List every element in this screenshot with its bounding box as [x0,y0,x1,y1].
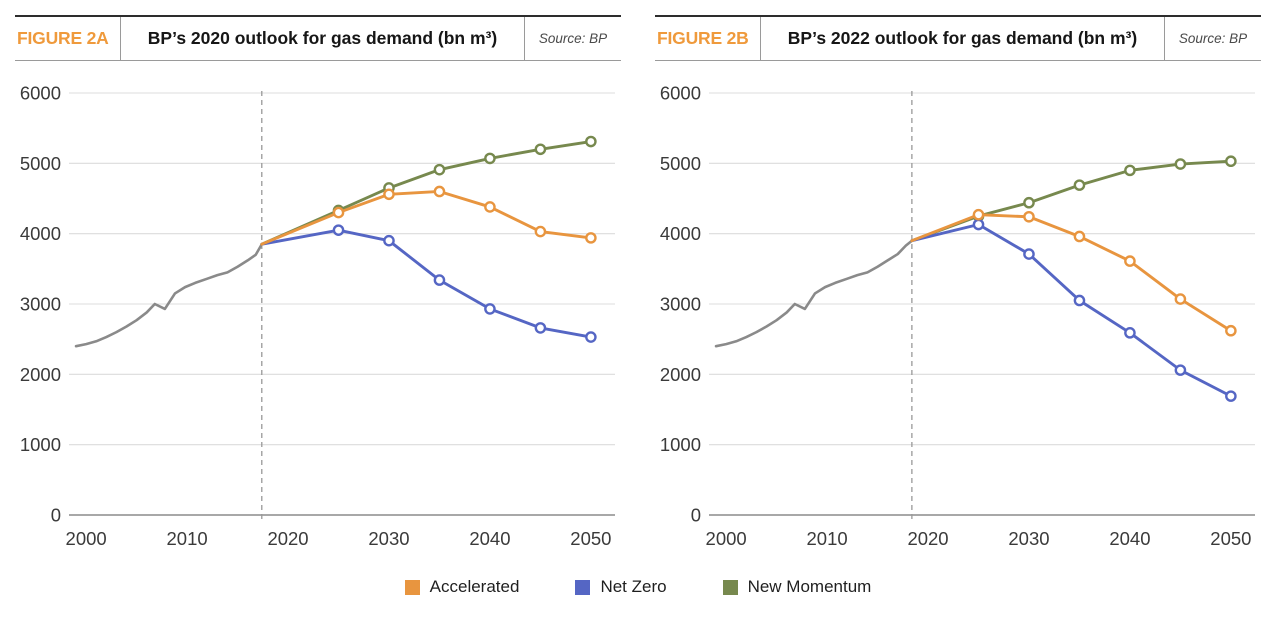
legend-label-net-zero: Net Zero [600,577,667,596]
svg-text:2050: 2050 [570,528,611,549]
svg-text:6000: 6000 [660,83,701,104]
svg-text:2010: 2010 [167,528,208,549]
svg-text:2000: 2000 [66,528,107,549]
svg-text:2010: 2010 [807,528,848,549]
figure-2a-source: Source: BP [538,31,608,46]
chart-legend: Accelerated Net Zero New Momentum [0,577,1276,597]
legend-item-new-momentum: New Momentum [722,577,872,597]
svg-text:0: 0 [51,505,61,526]
gas-demand-chart-2020-outlook: 0 1000 2000 3000 4000 5000 6000 2000 2010 2020 203… [20,83,615,549]
figure-2b-label: FIGURE 2B [655,17,761,60]
svg-text:2040: 2040 [1109,528,1150,549]
legend-item-accelerated: Accelerated [404,577,520,597]
svg-text:2030: 2030 [368,528,409,549]
net-zero-swatch-icon [575,579,591,595]
figure-2b-title: BP’s 2022 outlook for gas demand (bn m³) [761,17,1165,60]
figure-2a-label: FIGURE 2A [15,17,121,60]
svg-text:6000: 6000 [20,83,61,104]
svg-text:3000: 3000 [660,294,701,315]
gas-demand-chart-2022-outlook: 0 1000 2000 3000 4000 5000 6000 2000 2010 2020 203… [660,83,1255,549]
svg-text:5000: 5000 [660,153,701,174]
figure-2a-title: BP’s 2020 outlook for gas demand (bn m³) [121,17,525,60]
svg-text:3000: 3000 [20,294,61,315]
svg-text:2040: 2040 [469,528,510,549]
svg-text:2030: 2030 [1008,528,1049,549]
figure-2b: FIGURE 2B BP’s 2022 outlook for gas dema… [655,15,1261,563]
svg-text:0: 0 [691,505,701,526]
svg-text:2020: 2020 [267,528,308,549]
svg-text:4000: 4000 [660,223,701,244]
legend-item-net-zero: Net Zero [575,577,667,597]
accelerated-swatch-icon [404,579,420,595]
figure-2a-header: FIGURE 2A BP’s 2020 outlook for gas dema… [15,15,621,61]
svg-text:2000: 2000 [660,364,701,385]
svg-text:1000: 1000 [660,434,701,455]
svg-text:2020: 2020 [907,528,948,549]
figure-2b-header: FIGURE 2B BP’s 2022 outlook for gas dema… [655,15,1261,61]
new-momentum-swatch-icon [722,579,738,595]
legend-label-new-momentum: New Momentum [747,577,872,596]
figure-2b-source: Source: BP [1178,31,1248,46]
legend-label-accelerated: Accelerated [429,577,520,596]
figures-row: FIGURE 2A BP’s 2020 outlook for gas dema… [15,15,1261,563]
figure-2a: FIGURE 2A BP’s 2020 outlook for gas dema… [15,15,621,563]
svg-text:2050: 2050 [1210,528,1251,549]
svg-text:2000: 2000 [20,364,61,385]
svg-text:2000: 2000 [706,528,747,549]
svg-text:1000: 1000 [20,434,61,455]
svg-text:5000: 5000 [20,153,61,174]
svg-text:4000: 4000 [20,223,61,244]
